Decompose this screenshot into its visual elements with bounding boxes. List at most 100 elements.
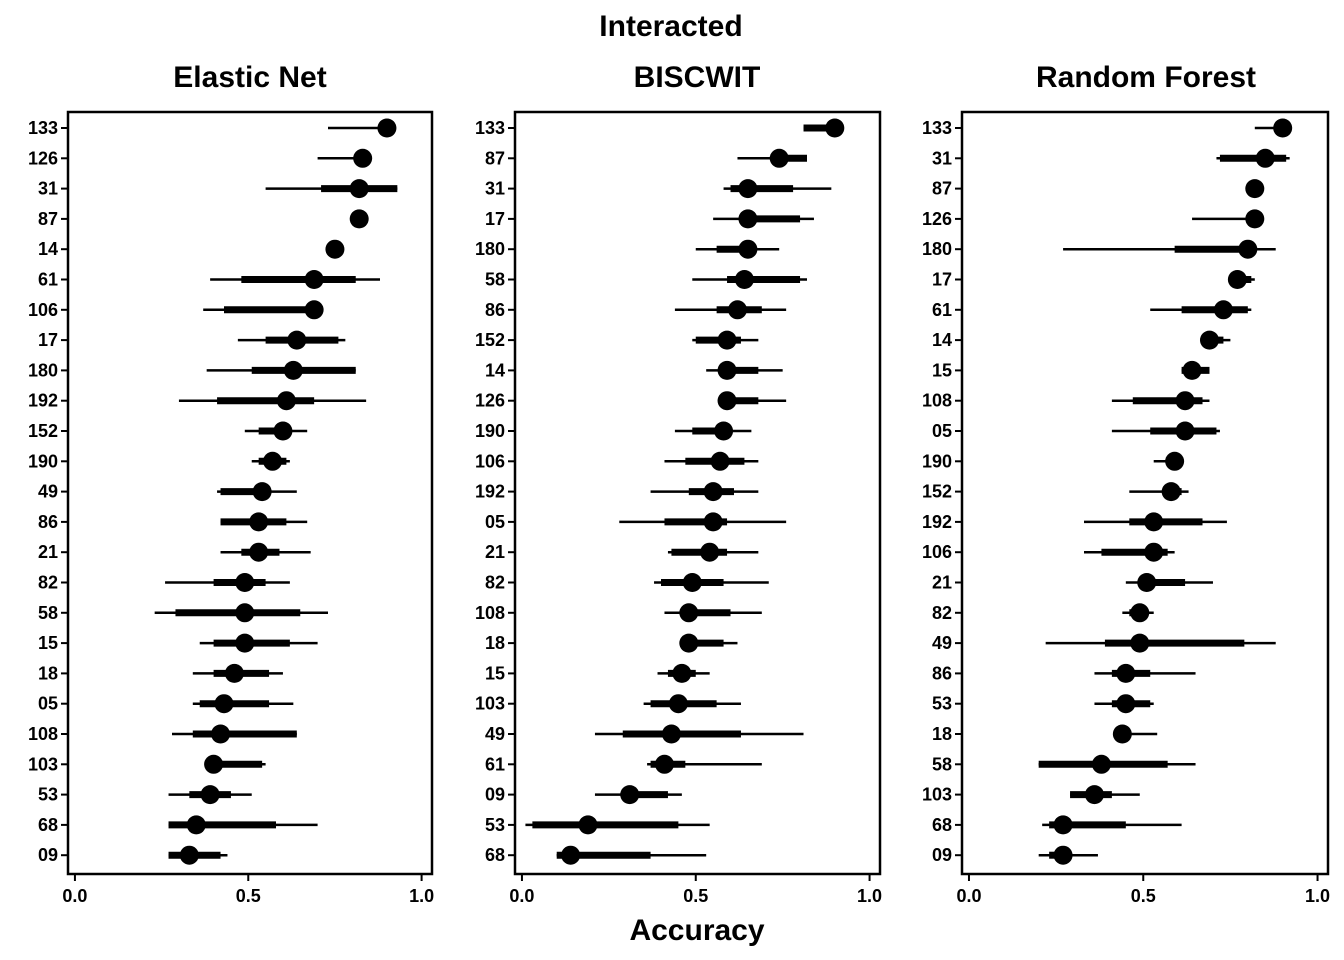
y-tick-label: 87	[38, 209, 58, 229]
y-tick-label: 86	[932, 663, 952, 683]
point-estimate	[668, 694, 688, 714]
y-tick-label: 106	[28, 300, 58, 320]
y-tick-label: 58	[38, 603, 58, 623]
point-estimate	[717, 391, 737, 411]
panel-title-biscwit: BISCWIT	[634, 61, 761, 94]
point-estimate	[1213, 300, 1233, 320]
point-estimate	[682, 573, 702, 592]
point-estimate	[1175, 391, 1195, 411]
x-axis-label: Accuracy	[629, 914, 764, 947]
y-tick-label: 152	[475, 330, 505, 350]
point-estimate	[769, 148, 789, 168]
point-estimate	[1182, 360, 1202, 380]
point-estimate	[710, 451, 730, 471]
y-tick-label: 15	[932, 360, 952, 380]
y-tick-label: 180	[475, 239, 505, 259]
point-estimate	[304, 270, 324, 289]
y-tick-label: 68	[932, 815, 952, 835]
y-tick-label: 82	[38, 573, 58, 593]
point-estimate	[1084, 785, 1104, 805]
point-estimate	[700, 542, 720, 562]
point-estimate	[1238, 239, 1258, 259]
y-tick-label: 180	[922, 239, 952, 259]
y-tick-label: 15	[38, 633, 58, 653]
point-estimate	[377, 118, 397, 138]
y-tick-label: 53	[485, 815, 505, 835]
point-estimate	[825, 118, 845, 138]
y-tick-label: 82	[485, 573, 505, 593]
point-estimate	[235, 603, 255, 623]
x-tick-label: 1.0	[857, 886, 882, 906]
panel-elastic-net: Elastic Net 0.0 0.5 1.0 133 126 31 87 14 61 106 17…	[28, 61, 434, 906]
point-estimate	[679, 603, 699, 623]
x-tick-label: 0.0	[62, 886, 87, 906]
point-estimate	[703, 482, 723, 502]
y-tick-label: 180	[28, 360, 58, 380]
y-tick-label: 108	[475, 603, 505, 623]
y-tick-label: 103	[922, 785, 952, 805]
y-tick-label: 87	[932, 179, 952, 199]
point-estimate	[1116, 663, 1136, 683]
y-tick-label: 18	[932, 724, 952, 744]
x-tick-label: 0.0	[509, 886, 534, 906]
y-tick-label: 53	[38, 785, 58, 805]
y-tick-label: 86	[38, 512, 58, 532]
y-tick-label: 58	[485, 270, 505, 290]
y-tick-label: 21	[38, 542, 58, 562]
y-tick-label: 31	[38, 179, 58, 199]
point-estimate	[287, 330, 307, 350]
point-estimate	[1130, 603, 1150, 623]
y-tick-label: 21	[485, 542, 505, 562]
y-tick-label: 192	[475, 482, 505, 502]
panel-biscwit: BISCWIT 0.0 0.5 1.0 133 87 31 17 180 58 86 152 14 12…	[475, 61, 882, 906]
x-tick-label: 0.5	[1131, 886, 1156, 906]
y-tick-label: 106	[922, 542, 952, 562]
point-estimate	[249, 542, 269, 562]
panel-frame	[513, 110, 882, 876]
y-tick-label: 09	[932, 845, 952, 865]
point-estimate	[1144, 512, 1164, 532]
y-tick-label: 05	[38, 694, 58, 714]
y-tick-label: 17	[485, 209, 505, 229]
point-estimate	[235, 573, 255, 592]
y-tick-label: 49	[932, 633, 952, 653]
y-tick-label: 31	[485, 179, 505, 199]
point-estimate	[179, 845, 199, 865]
y-tick-label: 09	[38, 845, 58, 865]
y-tick-label: 61	[38, 270, 58, 290]
y-tick-label: 14	[485, 360, 505, 380]
y-tick-label: 190	[475, 421, 505, 441]
point-estimate	[349, 209, 369, 229]
y-tick-label: 61	[485, 754, 505, 774]
y-tick-label: 15	[485, 663, 505, 683]
y-tick-label: 14	[932, 330, 952, 350]
point-estimate	[717, 360, 737, 380]
point-estimate	[1199, 330, 1219, 350]
y-tick-label: 152	[28, 421, 58, 441]
x-tick-label: 1.0	[409, 886, 434, 906]
y-tick-label: 87	[485, 148, 505, 168]
point-estimate	[1112, 724, 1132, 744]
y-tick-label: 103	[475, 694, 505, 714]
y-tick-label: 05	[485, 512, 505, 532]
y-tick-label: 126	[28, 148, 58, 168]
point-estimate	[727, 300, 747, 320]
y-tick-label: 106	[475, 451, 505, 471]
point-estimate	[1053, 845, 1073, 865]
point-estimate	[717, 330, 737, 350]
point-estimate	[679, 633, 699, 653]
y-tick-label: 133	[475, 118, 505, 138]
point-estimate	[304, 300, 324, 320]
point-estimate	[620, 785, 640, 805]
point-estimate	[703, 512, 723, 532]
point-estimate	[325, 239, 345, 259]
point-estimate	[1130, 633, 1150, 653]
y-tick-label: 49	[485, 724, 505, 744]
point-estimate	[1053, 815, 1073, 835]
point-estimate	[661, 724, 681, 744]
point-estimate	[654, 754, 674, 774]
point-estimate	[1245, 179, 1265, 199]
y-tick-label: 68	[485, 845, 505, 865]
point-estimate	[1091, 754, 1111, 774]
